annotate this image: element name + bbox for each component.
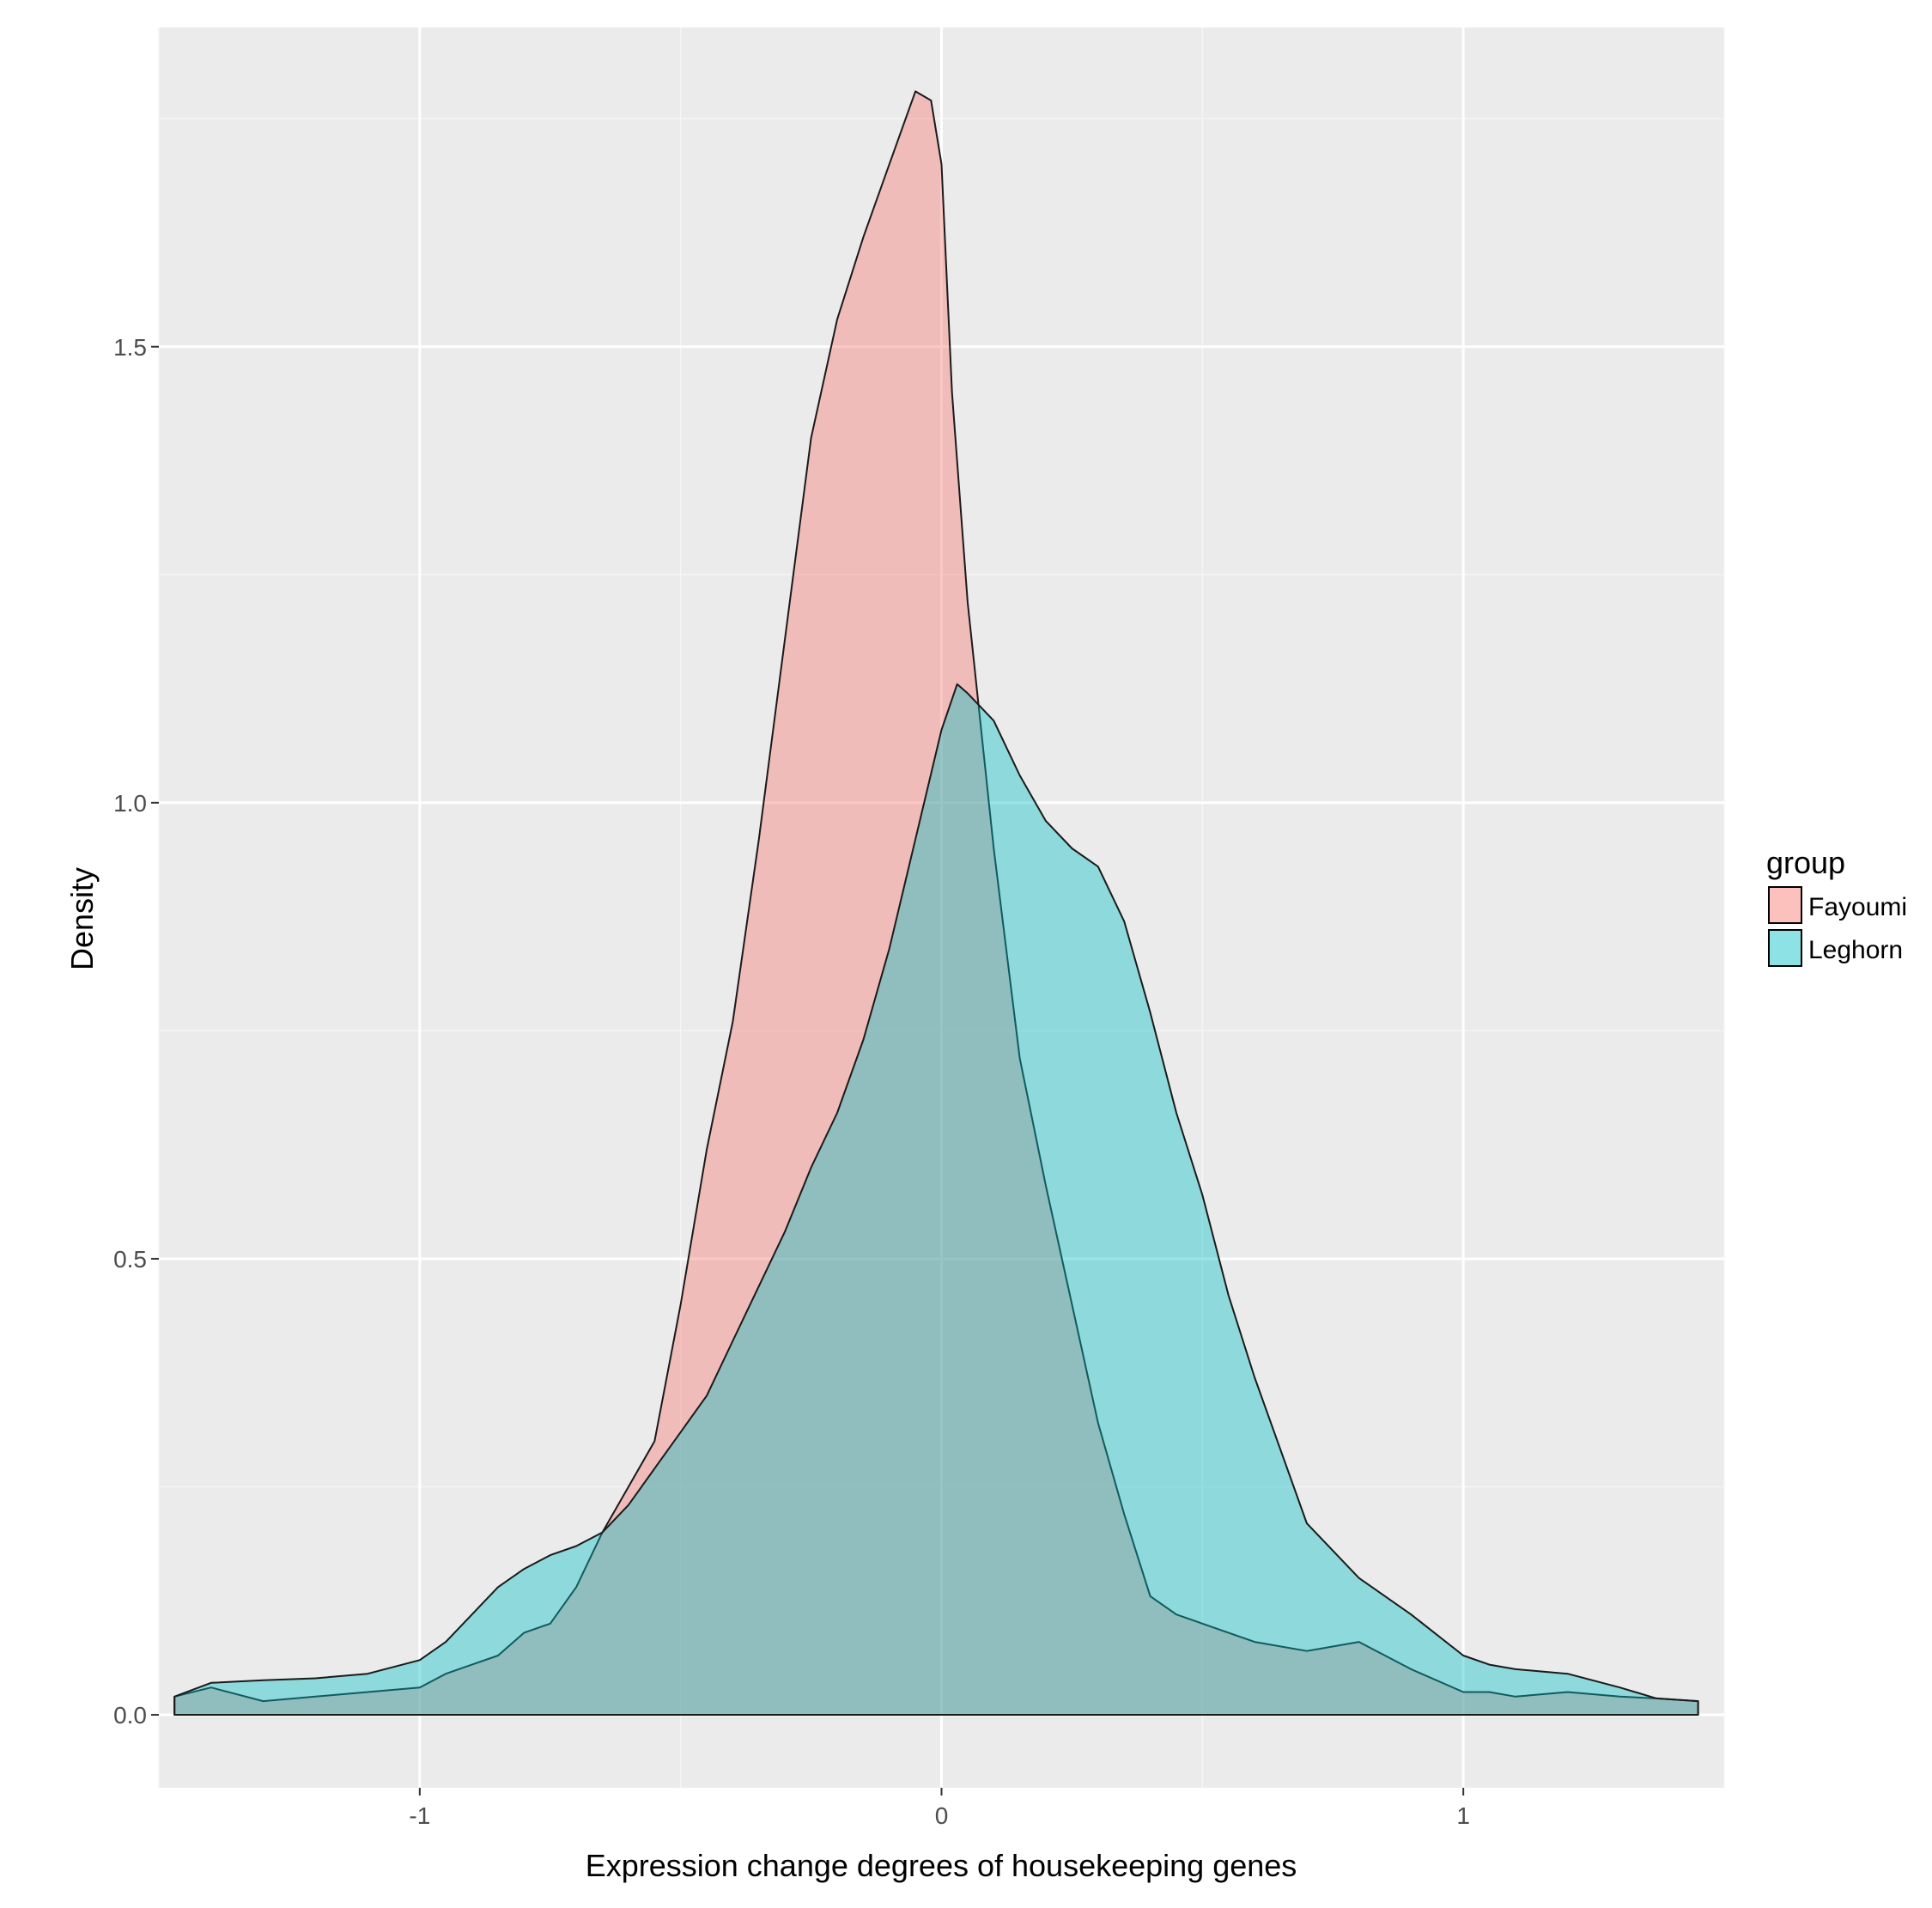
legend-label-leghorn: Leghorn <box>1808 936 1903 964</box>
y-tick-label: 1.5 <box>113 334 147 361</box>
density-areas <box>173 90 1699 1716</box>
y-tick-label: 1.0 <box>113 790 147 817</box>
y-tick-label: 0.0 <box>113 1702 147 1729</box>
x-tick-label: 1 <box>1456 1802 1470 1829</box>
density-area-leghorn <box>173 683 1699 1716</box>
x-tick-label: -1 <box>409 1802 430 1829</box>
legend-swatch-leghorn <box>1768 929 1802 967</box>
y-tick-label: 0.5 <box>113 1246 147 1273</box>
legend-title: group <box>1766 845 1845 880</box>
x-tick-label: 0 <box>935 1802 949 1829</box>
legend-swatch-fayoumi <box>1768 886 1802 924</box>
density-area-fayoumi <box>173 90 1699 1716</box>
grid-lines <box>158 27 1725 1788</box>
x-axis-title: Expression change degrees of housekeepin… <box>586 1848 1297 1883</box>
axes: -1 0 1 0.0 0.5 1.0 1.5 <box>113 334 1470 1829</box>
y-axis-title: Density <box>64 867 100 970</box>
legend-label-fayoumi: Fayoumi <box>1808 893 1907 921</box>
legend: group Fayoumi Leghorn <box>1766 845 1907 967</box>
